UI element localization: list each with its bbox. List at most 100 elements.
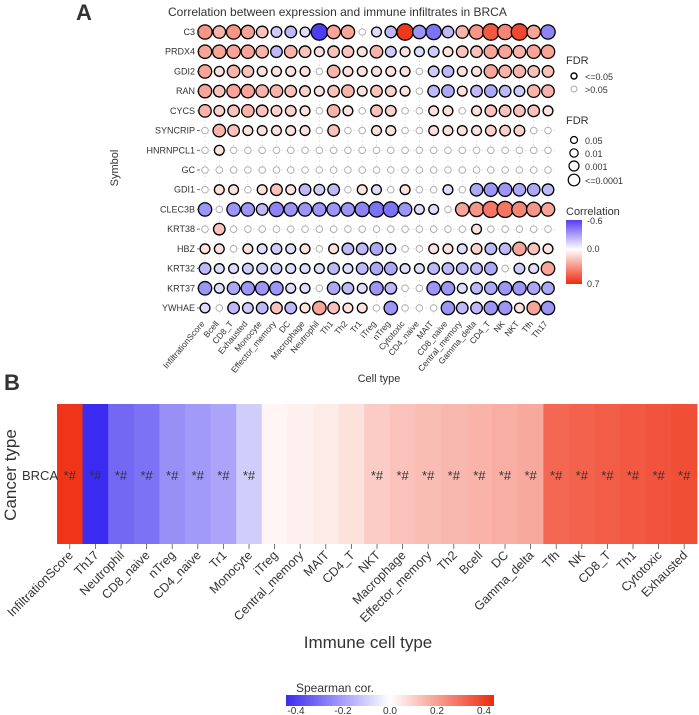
bubble-CLEC3B-Central_memory	[454, 202, 470, 217]
bubble-GC-Th1	[329, 166, 338, 174]
bubble-HBZ-Bcell	[213, 243, 225, 255]
bubble-GDI1-Tfh	[526, 182, 541, 197]
bubble-SYNCRIP-Tr1	[358, 126, 367, 135]
bubble-KRT38-CD8_T	[229, 225, 238, 233]
bubble-CYCS-CD8_naive	[442, 105, 454, 117]
bubble-HNRNPCL1-CD8_naive	[444, 146, 452, 155]
bubble-KRT32-Tfh	[528, 263, 540, 275]
cell-CD8_naive	[133, 404, 160, 544]
cell-label-Th17: *#	[89, 468, 102, 483]
bubble-GDI2-Tfh	[527, 64, 541, 78]
bubble-KRT32-Th17	[540, 261, 556, 276]
bubble-CYCS-Neutrophil	[315, 107, 324, 115]
cell-Th2	[441, 404, 467, 544]
bubble-CLEC3B-Neutrophil	[311, 202, 327, 217]
bubble-KRT38-DC	[286, 225, 295, 233]
bubble-HNRNPCL1-Effector_memory	[272, 146, 281, 155]
col-label: Th17	[529, 319, 549, 340]
cell-NK	[569, 404, 595, 544]
row-label: GDI1	[174, 185, 195, 195]
bubble-KRT32-CD8_naive	[441, 262, 455, 276]
bubble-SYNCRIP-CD8_T	[227, 124, 241, 138]
bubble-CYCS-nTreg	[384, 104, 397, 117]
bubble-CYCS-CD4_naive	[415, 107, 424, 115]
bubble-SYNCRIP-iTreg	[370, 125, 383, 137]
bubble-GC-InfiltrationScore	[201, 166, 209, 174]
bubble-SYNCRIP-Neutrophil	[315, 126, 324, 135]
bubble-SYNCRIP-Bcell	[212, 123, 227, 138]
cell-label-NK: *#	[576, 468, 589, 483]
bubble-KRT37-Effector_memory	[269, 280, 284, 296]
bubble-RAN-nTreg	[384, 85, 397, 98]
bubble-PRDX4-Monocyte	[255, 44, 270, 59]
bubble-KRT38-Exhausted	[244, 225, 252, 233]
bubble-CLEC3B-CD8_T	[226, 202, 241, 217]
bubble-HBZ-Th1	[328, 243, 340, 255]
bubble-PRDX4-NK	[497, 44, 513, 60]
bubble-C3-Central_memory	[455, 25, 470, 39]
bubble-KRT32-CD4_naive	[413, 263, 425, 275]
bubble-KRT38-Cytotoxic	[401, 225, 409, 233]
bubble-CLEC3B-nTreg	[382, 201, 400, 218]
cell-label-nTreg: *#	[166, 468, 179, 483]
bubble-HBZ-Exhausted	[242, 243, 254, 255]
bubble-HNRNPCL1-Tr1	[358, 146, 367, 155]
cell-label-Neutrophil: *#	[115, 468, 128, 483]
bubble-HBZ-Th2	[341, 242, 355, 256]
bubble-KRT32-MAIT	[427, 262, 441, 276]
bubble-GC-Macrophage	[301, 166, 309, 174]
row-label: YWHAE	[162, 303, 195, 313]
bubble-CLEC3B-Th2	[340, 202, 356, 217]
col-label: Th1	[318, 319, 335, 337]
bubble-KRT37-Th1	[326, 281, 341, 296]
color-legend-a: Correlation -0.6 0.0 0.7	[566, 206, 620, 289]
bubble-RAN-Central_memory	[456, 85, 468, 97]
bubble-CYCS-Th17	[542, 105, 554, 117]
row-label: PRDX4	[165, 47, 195, 57]
chart-a-ylabel: Symbol	[109, 150, 121, 187]
cell-label-Tr1: *#	[217, 468, 230, 483]
bubble-KRT37-CD8_naive	[440, 280, 456, 296]
cell-label-Monocyte: *#	[243, 468, 256, 483]
bubble-SYNCRIP-Th1	[327, 124, 341, 138]
fdr-legend-entry-sig: <=0.05	[585, 72, 613, 82]
size-legend: FDR 0.05 0.01 0.001 <=0.0001	[566, 115, 623, 187]
bubble-PRDX4-CD8_T	[226, 44, 241, 60]
bubble-GDI1-Monocyte	[256, 184, 268, 196]
bubble-KRT32-Tr1	[355, 262, 369, 276]
cell-Exhausted	[671, 404, 698, 544]
bubble-GDI1-nTreg	[386, 185, 395, 194]
bubble-GDI2-Central_memory	[456, 65, 468, 77]
size-legend-entry-4: <=0.0001	[585, 176, 623, 186]
bubble-HBZ-Gamma_delta	[470, 242, 483, 255]
bubble-CYCS-Cytotoxic	[401, 107, 409, 115]
bubble-KRT32-Th2	[342, 263, 354, 275]
color-legend-b: Spearman cor. -0.4 -0.2 0.0 0.2 0.4	[286, 681, 494, 715]
bubble-KRT38-Th1	[329, 225, 338, 233]
bubble-KRT38-MAIT	[429, 225, 438, 233]
bubble-PRDX4-Neutrophil	[313, 46, 325, 58]
bubble-SYNCRIP-NKT	[513, 124, 526, 137]
bubble-HNRNPCL1-Monocyte	[258, 146, 266, 155]
bubble-KRT32-Gamma_delta	[470, 262, 483, 276]
bubble-C3-Macrophage	[299, 26, 311, 38]
bubble-GDI2-NKT	[512, 64, 527, 79]
bubble-GC-CD4_naive	[415, 166, 424, 174]
bubble-C3-Th2	[340, 24, 356, 40]
bubble-YWHAE-Cytotoxic	[401, 304, 409, 312]
cell-label-CD8_naive: *#	[140, 468, 153, 483]
chart-b-x-labels: InfiltrationScoreTh17NeutrophilCD8_naive…	[5, 544, 690, 625]
bubble-C3-Th1	[326, 24, 341, 40]
bubble-SYNCRIP-Effector_memory	[270, 125, 283, 137]
bubble-KRT32-Neutrophil	[313, 263, 325, 275]
bubble-C3-CD4_T	[481, 23, 500, 41]
bubble-GDI1-iTreg	[370, 184, 383, 196]
bubble-CLEC3B-Tfh	[525, 201, 542, 218]
bubble-KRT37-Th2	[341, 281, 355, 295]
bubble-C3-Cytotoxic	[396, 23, 414, 41]
bubble-KRT37-Central_memory	[456, 282, 468, 294]
bubble-KRT32-Effector_memory	[270, 262, 283, 275]
cell-label-CD8_T: *#	[601, 468, 614, 483]
bubble-RAN-Macrophage	[299, 85, 312, 98]
